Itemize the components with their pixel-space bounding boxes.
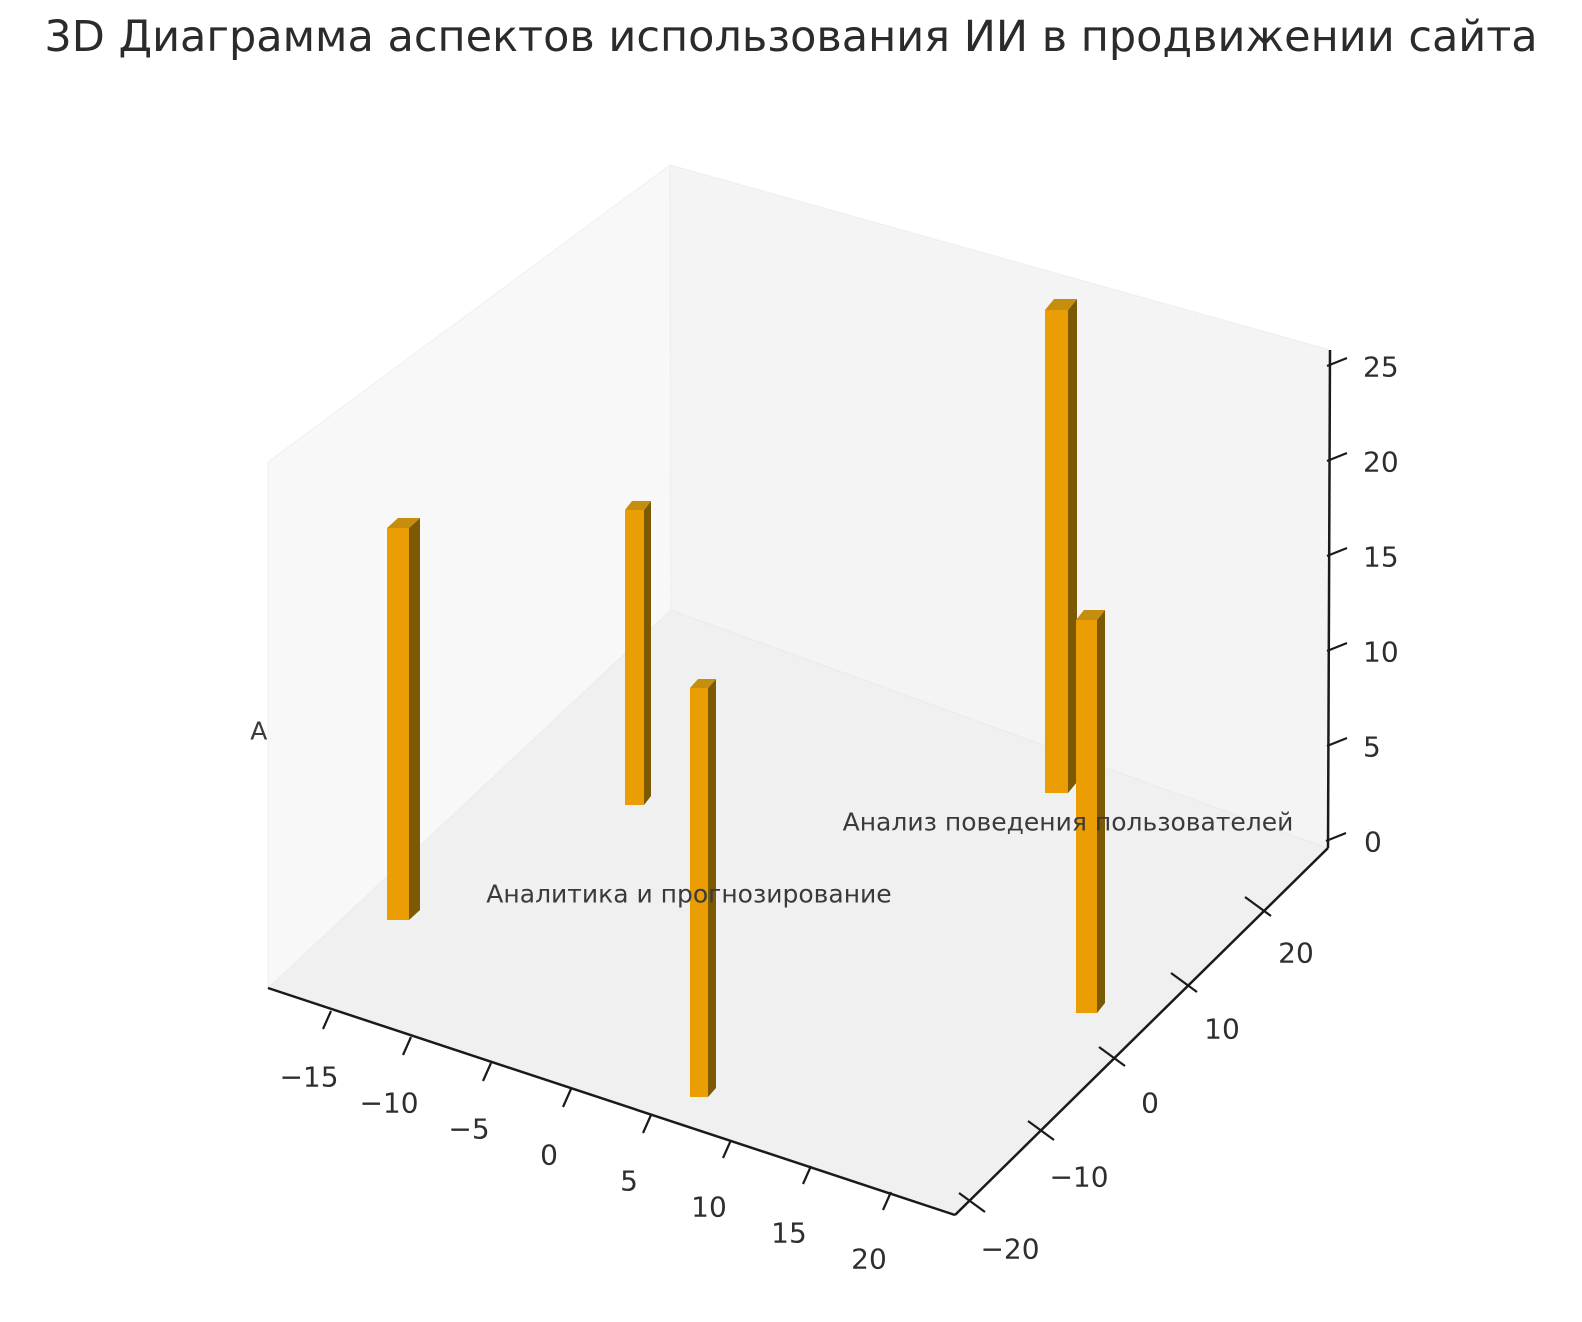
x-tick-label: 5	[620, 1164, 638, 1198]
y-tick-label: 10	[1204, 1012, 1240, 1046]
x-tick-label: 10	[691, 1190, 727, 1224]
z-tick-label: 20	[1363, 445, 1399, 479]
x-tick-label: −10	[359, 1086, 419, 1120]
chart-title: 3D Диаграмма аспектов использования ИИ в…	[44, 12, 1538, 62]
y-axis-ticks	[958, 896, 1272, 1213]
x-tick-label: −15	[279, 1060, 339, 1094]
bar-label-analiz-povedeniya-polzovatelei: Анализ поведения пользователей	[842, 807, 1294, 837]
z-tick-label: 25	[1363, 350, 1399, 384]
bar-personalizatsiya-kontenta	[1045, 299, 1077, 793]
x-tick-label: 0	[540, 1138, 558, 1172]
x-axis-line	[267, 986, 956, 1217]
z-tick-label: 5	[1363, 730, 1381, 764]
bar-label-analitika-i-prognozirovanie: Аналитика и прогнозирование	[486, 879, 892, 909]
z-tick-label: 10	[1363, 635, 1399, 669]
y-axis-line	[954, 847, 1329, 1216]
y-tick-label: −10	[1049, 1160, 1109, 1194]
bar-optimizatsiya-klyuchevykh-slov	[625, 501, 651, 805]
y-tick-label: 0	[1141, 1086, 1159, 1120]
z-tick-label: 15	[1363, 540, 1399, 574]
x-tick-label: 20	[851, 1242, 887, 1276]
x-axis-ticks	[321, 1010, 893, 1211]
z-tick-label: 0	[1364, 825, 1382, 859]
bar-analitika-i-prognozirovanie	[690, 679, 716, 1097]
bar-analiz-povedeniya-polzovatelei	[1076, 610, 1105, 1013]
z-axis-line	[1326, 349, 1332, 849]
y-tick-label: −20	[980, 1232, 1040, 1266]
y-tick-label: 20	[1278, 936, 1314, 970]
x-tick-label: 15	[771, 1216, 807, 1250]
x-tick-label: −5	[448, 1112, 490, 1146]
bar-avtomatizatsiya-zadach	[387, 518, 420, 920]
z-axis-ticks	[1325, 356, 1348, 843]
